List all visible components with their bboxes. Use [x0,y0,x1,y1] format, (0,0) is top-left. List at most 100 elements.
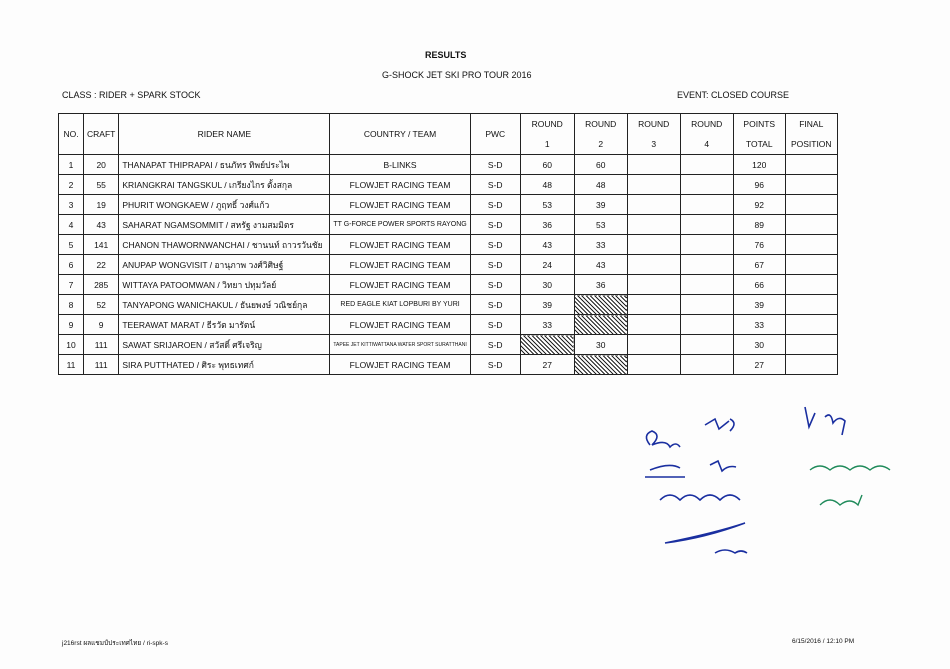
event-label: EVENT: CLOSED COURSE [677,90,790,100]
cell-r4 [679,214,734,235]
cell-rider: TANYAPONG WANICHAKUL / ธันยพงษ์ วณิชย์กุ… [118,294,331,315]
cell-r3 [626,254,681,275]
footer-file-label: j216rst ผลแชมป์ประเทศไทย / ri-spk-s [62,640,168,647]
cell-r4 [679,274,734,295]
cell-r1 [519,334,575,355]
header-r1: 1 [519,134,575,155]
cell-final [784,234,838,255]
cell-no: 6 [58,254,84,275]
cell-no: 7 [58,274,84,295]
cell-r1: 43 [519,234,575,255]
cell-no: 5 [58,234,84,255]
cell-total: 33 [732,314,786,335]
cell-r1: 53 [519,194,575,215]
cell-r1: 48 [519,174,575,195]
cell-total: 30 [732,334,786,355]
cell-pwc: S-D [469,154,521,175]
cell-rider: TEERAWAT MARAT / ธีรวัต มารัตน์ [118,314,331,335]
cell-no: 9 [58,314,84,335]
cell-r4 [679,154,734,175]
cell-total: 39 [732,294,786,315]
cell-no: 1 [58,154,84,175]
cell-final [784,174,838,195]
table-row: 1 20 THANAPAT THIPRAPAI / ธนภัทร ทิพย์ประไ… [58,154,838,175]
handwritten-signatures-icon [645,406,891,554]
header-r3: 3 [626,134,681,155]
cell-r4 [679,334,734,355]
cell-r1: 60 [519,154,575,175]
cell-no: 8 [58,294,84,315]
cell-r2: 39 [573,194,628,215]
header-pwc: PWC [469,113,521,155]
cell-r3 [626,294,681,315]
cell-craft: 19 [82,194,120,215]
cell-team: FLOWJET RACING TEAM [329,274,471,295]
cell-r2: 60 [573,154,628,175]
results-table: NO. CRAFT RIDER NAME COUNTRY / TEAM PWC … [58,113,838,375]
cell-pwc: S-D [469,274,521,295]
header-round-3: ROUND [626,113,681,134]
cell-r2 [573,294,628,315]
cell-final [784,214,838,235]
header-craft: CRAFT [82,113,120,155]
cell-craft: 55 [82,174,120,195]
cell-r4 [679,234,734,255]
cell-r2: 36 [573,274,628,295]
cell-r1: 33 [519,314,575,335]
cell-craft: 111 [82,354,120,375]
cell-team: FLOWJET RACING TEAM [329,234,471,255]
table-row: 10 111 SAWAT SRIJAROEN / สวัสดิ์ ศรีเจริญ T… [58,334,838,355]
cell-final [784,154,838,175]
cell-team: FLOWJET RACING TEAM [329,354,471,375]
header-r4: 4 [679,134,734,155]
table-row: 2 55 KRIANGKRAI TANGSKUL / เกรียงไกร ตั้งส… [58,174,838,195]
cell-r1: 30 [519,274,575,295]
header-final: FINAL [784,113,838,134]
cell-no: 11 [58,354,84,375]
cell-final [784,334,838,355]
header-r2: 2 [573,134,628,155]
header-no: NO. [58,113,84,155]
cell-r2 [573,314,628,335]
cell-r4 [679,194,734,215]
cell-no: 10 [58,334,84,355]
header-total: TOTAL [732,134,786,155]
cell-rider: KRIANGKRAI TANGSKUL / เกรียงไกร ตั้งสกุล [118,174,331,195]
cell-total: 92 [732,194,786,215]
cell-rider: CHANON THAWORNWANCHAI / ชานนท์ ถาวรวันชั… [118,234,331,255]
cell-r2: 33 [573,234,628,255]
cell-team: FLOWJET RACING TEAM [329,254,471,275]
header-position: POSITION [784,134,838,155]
cell-r4 [679,174,734,195]
cell-final [784,294,838,315]
cell-r2: 48 [573,174,628,195]
cell-total: 27 [732,354,786,375]
cell-r2 [573,354,628,375]
cell-total: 89 [732,214,786,235]
cell-pwc: S-D [469,214,521,235]
header-round-1: ROUND [519,113,575,134]
cell-r3 [626,154,681,175]
cell-r2: 43 [573,254,628,275]
table-row: 8 52 TANYAPONG WANICHAKUL / ธันยพงษ์ วณิชย… [58,294,838,315]
cell-team: TT G-FORCE POWER SPORTS RAYONG [329,214,471,235]
cell-rider: ANUPAP WONGVISIT / อานุภาพ วงศ์วิศิษฐ์ [118,254,331,275]
cell-r3 [626,214,681,235]
cell-rider: WITTAYA PATOOMWAN / วิทยา ปทุมวัลย์ [118,274,331,295]
cell-pwc: S-D [469,354,521,375]
cell-final [784,194,838,215]
cell-final [784,354,838,375]
cell-r1: 39 [519,294,575,315]
cell-r3 [626,314,681,335]
cell-craft: 111 [82,334,120,355]
cell-craft: 141 [82,234,120,255]
cell-rider: SIRA PUTTHATED / ศิระ พุทธเทศก์ [118,354,331,375]
cell-r2: 30 [573,334,628,355]
cell-pwc: S-D [469,334,521,355]
cell-total: 120 [732,154,786,175]
cell-rider: THANAPAT THIPRAPAI / ธนภัทร ทิพย์ประไพ [118,154,331,175]
cell-r1: 36 [519,214,575,235]
cell-r2: 53 [573,214,628,235]
cell-r1: 27 [519,354,575,375]
